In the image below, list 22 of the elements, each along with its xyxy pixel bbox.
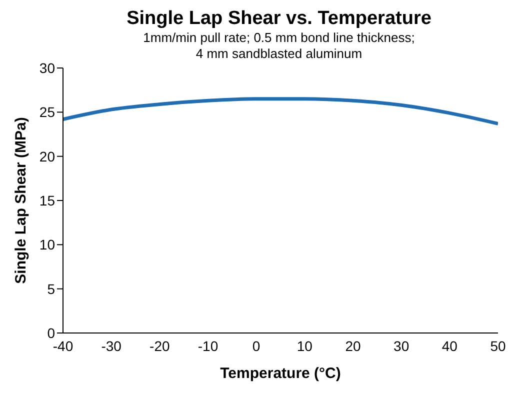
- y-axis-title: Single Lap Shear (MPa): [12, 117, 30, 284]
- line-series: [63, 97, 498, 126]
- x-tick-label: -40: [52, 338, 74, 354]
- x-tick-label: -30: [101, 338, 122, 354]
- x-tick-label: -10: [198, 338, 218, 354]
- y-tick-label: 20: [39, 148, 56, 164]
- y-tick-label: 10: [39, 236, 56, 253]
- x-tick-label: 40: [442, 338, 458, 354]
- y-tick-label: 25: [39, 104, 56, 120]
- y-tick-label: 15: [39, 192, 56, 208]
- chart-subtitle: 1mm/min pull rate; 0.5 mm bond line thickness; 4 mm sandblasted aluminum: [142, 30, 416, 61]
- y-tick-label: 5: [47, 280, 56, 297]
- x-tick-label: -20: [150, 338, 170, 354]
- x-tick-label: 10: [296, 338, 313, 354]
- chart-title: Single Lap Shear vs. Temperature: [126, 8, 432, 30]
- x-tick-label: 30: [394, 338, 410, 354]
- x-axis-title: Temperature (°C): [220, 365, 341, 382]
- y-tick-label: 0: [47, 324, 56, 341]
- x-tick-label: 20: [345, 338, 361, 354]
- x-tick-label: 50: [490, 338, 506, 354]
- y-tick-label: 30: [39, 60, 56, 76]
- x-tick-label: 0: [252, 338, 260, 354]
